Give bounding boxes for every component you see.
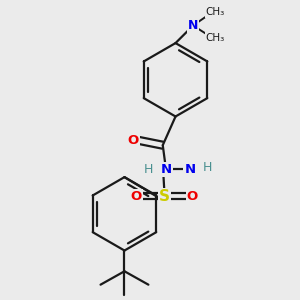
Text: O: O — [128, 134, 139, 147]
Text: O: O — [187, 190, 198, 203]
Text: N: N — [160, 163, 172, 176]
Text: N: N — [188, 19, 198, 32]
Text: H: H — [203, 161, 212, 174]
Text: H: H — [144, 163, 153, 176]
Text: CH₃: CH₃ — [206, 7, 225, 17]
Text: S: S — [159, 189, 170, 204]
Text: O: O — [131, 190, 142, 203]
Text: CH₃: CH₃ — [206, 33, 225, 43]
Text: N: N — [184, 163, 196, 176]
